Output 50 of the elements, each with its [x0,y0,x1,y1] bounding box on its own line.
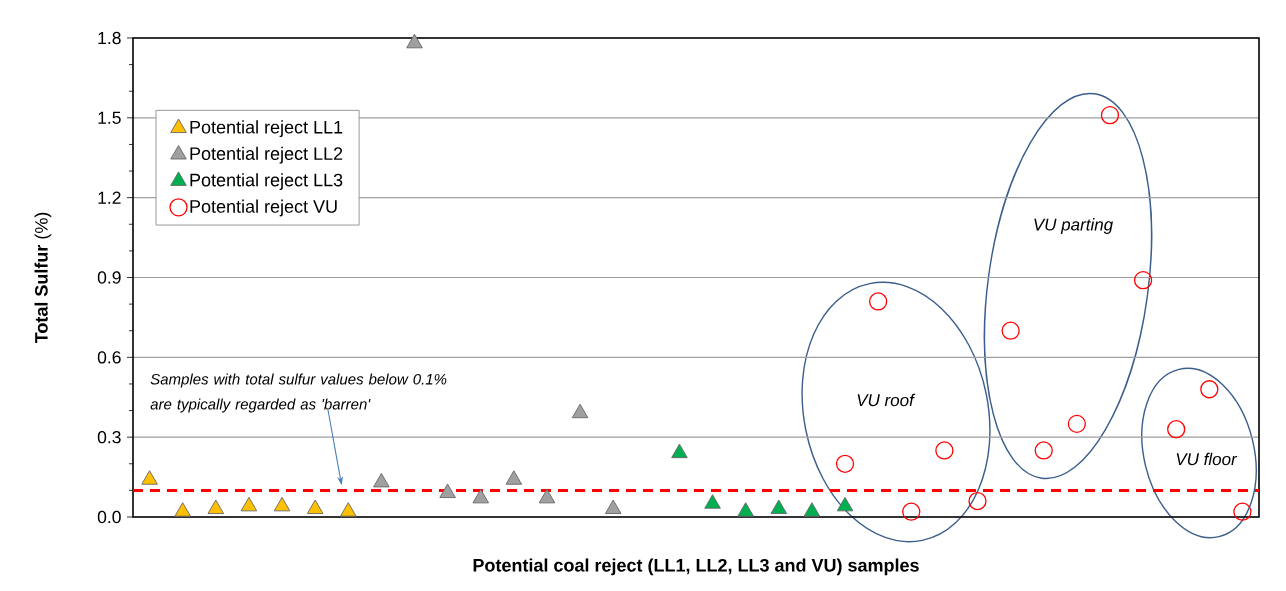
point [803,502,821,517]
point [835,454,855,473]
point [273,496,291,512]
point [770,499,788,514]
legend-label: Potential reject LL3 [190,173,343,190]
y-tick-label: 0.9 [97,271,121,284]
point [306,499,324,514]
point [1233,502,1252,521]
point [373,472,390,488]
point [1200,380,1219,399]
point [868,292,888,311]
y-tick-label: 0.3 [97,430,121,444]
point [505,470,523,485]
y-tick-label: 1.2 [98,191,121,204]
point [340,502,357,517]
point [604,499,622,514]
point [174,502,191,517]
point [1167,420,1186,439]
annotation: VU parting [1034,218,1114,234]
point [671,443,688,459]
legend-label: Potential reject LL2 [190,146,343,164]
point [1100,106,1120,125]
point [240,496,258,512]
point [1067,414,1086,434]
point [836,496,854,512]
point [1034,441,1053,460]
y-tick-label: 0.0 [97,510,121,524]
point [902,502,921,521]
point [968,491,987,511]
y-tick-label: 0.6 [97,351,121,364]
point [1001,321,1020,340]
y-tick-label: 1.8 [98,31,121,45]
y-axis-title: Total Sulfur (%) [34,212,52,344]
point [141,470,158,485]
point [538,488,556,504]
annotation: VU floor [1176,452,1238,466]
point [207,499,225,514]
annotation: Samples with total sulfur values below 0.1% are typically regarded as 'barren' [150,373,447,413]
point [571,403,589,419]
point [737,502,754,517]
point [1133,271,1153,290]
point [704,494,721,509]
x-axis-title: Potential coal reject (LL1, LL2, LL3 and VU) samples [473,558,919,576]
point [935,441,954,460]
y-tick-label: 1.5 [98,111,121,124]
point [439,483,456,498]
legend-label: Potential reject VU [190,199,337,217]
annotation: VU roof [857,393,916,407]
legend-label: Potential reject LL1 [190,120,343,138]
point [472,488,489,504]
